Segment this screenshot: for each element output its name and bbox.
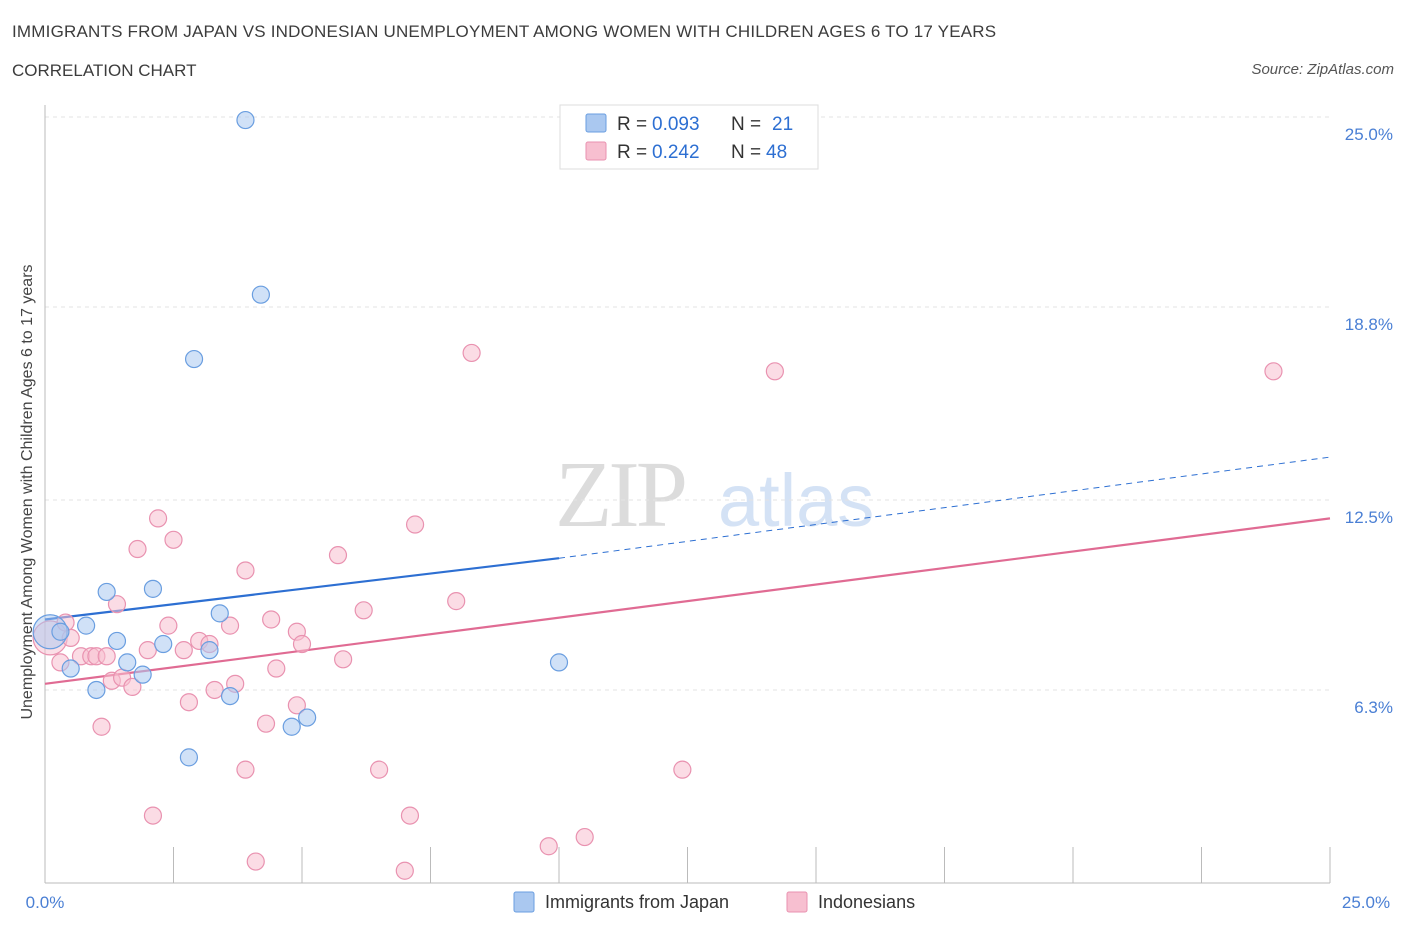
point-japan [282, 717, 301, 736]
point-indonesians [765, 362, 784, 381]
point-indonesians [164, 530, 183, 549]
stats-r-value-1: 0.093 [652, 114, 700, 135]
point-indonesians [400, 806, 420, 825]
x-ticks [173, 847, 1331, 883]
x-tick-label-max: 25.0% [1342, 893, 1390, 912]
trend-line-japan [44, 557, 560, 621]
point-japan [251, 285, 270, 304]
point-indonesians [462, 343, 481, 363]
chart-subtitle: CORRELATION CHART [12, 61, 197, 80]
point-indonesians [205, 680, 224, 700]
point-indonesians [256, 714, 276, 733]
stats-swatch-pink [585, 141, 607, 161]
point-indonesians [292, 634, 312, 654]
y-tick-label: 25.0% [1345, 125, 1393, 144]
trend-lines [44, 456, 1331, 685]
point-japan [61, 659, 80, 678]
point-japan [549, 653, 569, 672]
point-indonesians [138, 641, 157, 660]
legend-label-indonesians: Indonesians [818, 892, 915, 912]
point-indonesians [575, 827, 594, 847]
point-indonesians [405, 515, 425, 534]
point-japan [236, 110, 255, 130]
stats-legend: R = 0.093 N = 21 R = 0.242 N = 48 [559, 104, 819, 170]
stats-swatch-blue [585, 113, 607, 133]
stats-n-value-1: 21 [772, 114, 793, 135]
stats-r-value-2: 0.242 [652, 142, 700, 163]
trend-line-japan-extension [558, 456, 1331, 559]
point-indonesians [262, 610, 281, 629]
point-indonesians [395, 861, 414, 880]
y-tick-labels: 6.3% 12.5% 18.8% 25.0% [1345, 125, 1393, 717]
point-japan [87, 680, 106, 700]
point-japan [133, 665, 152, 684]
point-japan [184, 349, 204, 369]
point-indonesians [143, 806, 163, 825]
point-indonesians [354, 601, 373, 620]
legend-swatch-indonesians [786, 891, 808, 913]
stats-n-label-2: N = [731, 142, 761, 163]
trend-line-indonesians [44, 517, 1331, 685]
point-indonesians [328, 546, 348, 565]
point-indonesians [220, 616, 240, 635]
y-tick-label: 12.5% [1345, 508, 1393, 527]
source-credit: Source: ZipAtlas.com [1251, 61, 1394, 78]
point-japan [51, 622, 70, 641]
x-tick-label-min: 0.0% [26, 893, 65, 912]
point-japan [179, 748, 199, 767]
point-japan [200, 641, 219, 660]
point-indonesians [673, 760, 692, 779]
point-japan [220, 686, 240, 706]
point-japan [118, 653, 137, 672]
point-japan [143, 579, 163, 598]
point-japan [97, 582, 116, 602]
point-indonesians [539, 837, 558, 856]
point-indonesians [179, 693, 199, 712]
point-indonesians [370, 760, 389, 779]
point-indonesians [97, 647, 116, 666]
stats-r-label-2: R = [617, 142, 647, 163]
point-indonesians [123, 677, 142, 697]
y-tick-label: 6.3% [1354, 698, 1393, 717]
point-indonesians [246, 852, 265, 871]
point-indonesians [267, 659, 286, 678]
point-indonesians [148, 509, 168, 528]
watermark: ZIP atlas [555, 443, 874, 547]
point-indonesians [334, 650, 353, 669]
point-indonesians [174, 641, 193, 660]
stats-r-label-1: R = [617, 114, 647, 135]
point-indonesians [236, 760, 255, 779]
point-indonesians [447, 592, 466, 611]
legend-swatch-japan [513, 891, 535, 913]
legend-label-japan: Immigrants from Japan [545, 892, 729, 912]
gridlines [45, 116, 1330, 691]
point-indonesians [128, 539, 147, 559]
stats-n-value-2: 48 [766, 142, 787, 163]
stats-n-label-1: N = [731, 114, 761, 135]
point-indonesians [287, 696, 306, 715]
point-japan [210, 604, 229, 623]
bottom-legend: Immigrants from Japan Indonesians [513, 891, 915, 913]
data-points [32, 110, 1283, 880]
y-tick-label: 18.8% [1345, 315, 1393, 334]
point-indonesians [159, 616, 178, 635]
point-japan [154, 634, 173, 654]
point-indonesians [107, 595, 127, 614]
point-japan [77, 616, 96, 635]
point-japan [107, 631, 127, 651]
chart-title: IMMIGRANTS FROM JAPAN VS INDONESIAN UNEM… [12, 22, 997, 41]
point-indonesians [92, 717, 111, 736]
point-japan [298, 708, 317, 727]
point-indonesians [1264, 362, 1283, 381]
point-indonesians [236, 561, 255, 580]
watermark-zip: ZIP [555, 443, 685, 547]
